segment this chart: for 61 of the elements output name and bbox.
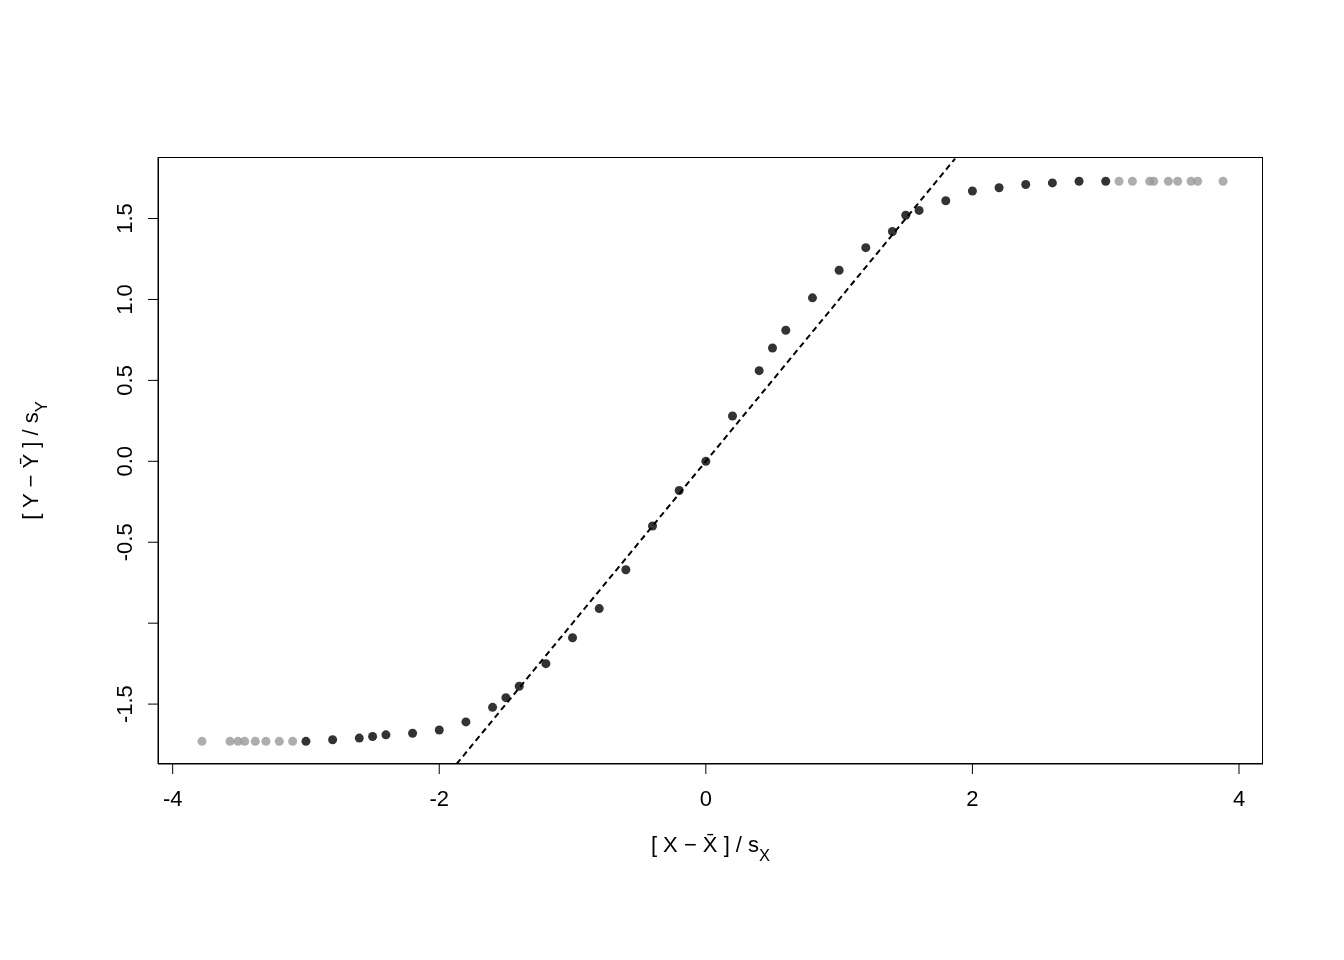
point xyxy=(1149,176,1159,186)
point xyxy=(488,702,498,712)
y-tick-label: 0.0 xyxy=(112,446,137,477)
point xyxy=(1101,176,1111,186)
x-tick-label: -2 xyxy=(429,786,450,811)
point xyxy=(887,226,897,236)
x-tick-label: 4 xyxy=(1232,786,1246,811)
point xyxy=(197,736,207,746)
point xyxy=(250,736,260,746)
y-tick-label: 1.5 xyxy=(112,203,137,234)
point xyxy=(914,205,924,215)
point xyxy=(1193,176,1203,186)
point xyxy=(461,717,471,727)
point xyxy=(994,183,1004,193)
point xyxy=(834,265,844,275)
point xyxy=(701,456,711,466)
y-tick-label: -1.5 xyxy=(112,685,137,724)
point xyxy=(1114,176,1124,186)
x-tick-label: 2 xyxy=(966,786,979,811)
point xyxy=(501,693,511,703)
point xyxy=(967,186,977,196)
point xyxy=(1047,178,1057,188)
point xyxy=(594,604,604,614)
x-axis-title: [ X − X̄ ] / s$_{X}$ xyxy=(650,832,771,864)
y-tick-label: 0.5 xyxy=(112,365,137,396)
point xyxy=(1127,176,1137,186)
point xyxy=(781,325,791,335)
point xyxy=(514,681,524,691)
point xyxy=(861,243,871,253)
x-tick-label: 0 xyxy=(699,786,712,811)
y-tick-label: -0.5 xyxy=(112,523,137,562)
x-tick-label: -4 xyxy=(162,786,183,811)
point xyxy=(568,633,578,643)
point xyxy=(727,411,737,421)
point xyxy=(1021,180,1031,190)
point xyxy=(301,736,311,746)
point xyxy=(274,736,284,746)
point xyxy=(1218,176,1228,186)
point xyxy=(368,731,378,741)
point xyxy=(288,736,298,746)
point xyxy=(901,210,911,220)
point xyxy=(767,343,777,353)
point xyxy=(225,736,235,746)
point xyxy=(1163,176,1173,186)
point xyxy=(1074,176,1084,186)
point xyxy=(541,659,551,669)
point xyxy=(434,725,444,735)
point xyxy=(674,485,684,495)
point xyxy=(381,730,391,740)
point xyxy=(754,366,764,376)
point xyxy=(941,196,951,206)
point xyxy=(1173,176,1183,186)
point xyxy=(648,521,658,531)
point xyxy=(261,736,271,746)
point xyxy=(240,736,250,746)
point xyxy=(354,733,364,743)
point xyxy=(807,293,817,303)
y-tick-label: 1.0 xyxy=(112,284,137,315)
point xyxy=(621,565,631,575)
point xyxy=(408,728,418,738)
point xyxy=(328,735,338,745)
